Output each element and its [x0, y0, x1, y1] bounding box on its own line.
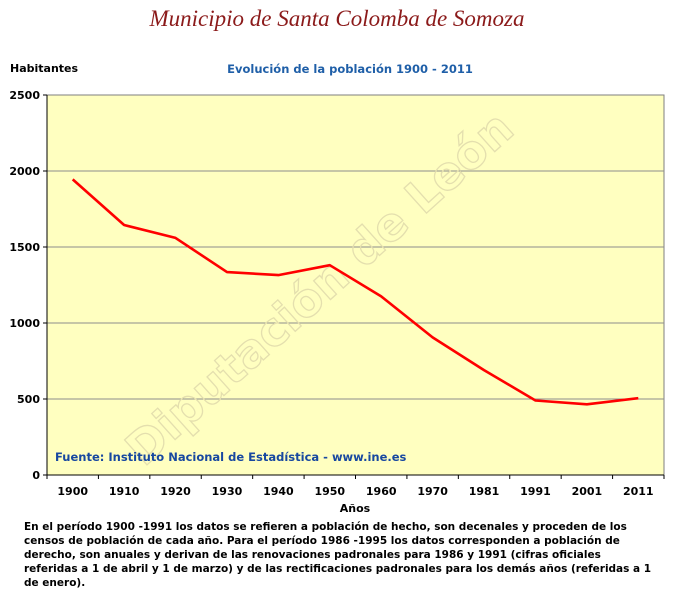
chart-title: Evolución de la población 1900 - 2011	[227, 62, 473, 76]
y-axis-title: Habitantes	[10, 62, 79, 75]
plot-area	[46, 94, 665, 476]
y-tick-label: 2000	[9, 165, 40, 178]
y-tick-label: 1000	[9, 317, 40, 330]
x-tick-label: 1940	[263, 485, 294, 498]
x-tick-label: 1991	[520, 485, 551, 498]
population-line	[71, 178, 639, 406]
x-tick-label: 1981	[469, 485, 500, 498]
y-tick-label: 2500	[9, 89, 40, 102]
x-tick-label: 1930	[212, 485, 243, 498]
footnote: En el período 1900 -1991 los datos se re…	[24, 521, 652, 589]
y-tick-labels: 0 500 1000 1500 2000 2500	[9, 89, 47, 482]
x-tick-label: 1900	[57, 485, 88, 498]
y-tick-label: 0	[32, 469, 40, 482]
x-tick-label: 2011	[623, 485, 654, 498]
source-annotation: Fuente: Instituto Nacional de Estadístic…	[55, 450, 407, 464]
population-chart: Diputación de León 05001000150020002500 …	[9, 89, 665, 515]
x-tick-label: 1920	[160, 485, 191, 498]
x-axis-title: Años	[340, 502, 371, 515]
page-title: Municipio de Santa Colomba de Somoza	[149, 6, 525, 31]
x-tick-labels: 1900 1910 1920 1930 1940 1950 1960 1970 1981 1991…	[46, 475, 665, 498]
y-tick-label: 500	[17, 393, 40, 406]
x-tick-label: 1950	[314, 485, 345, 498]
y-tick-label: 1500	[9, 241, 40, 254]
x-tick-label: 1910	[109, 485, 140, 498]
grid-lines	[47, 170, 664, 400]
x-tick-label: 2001	[572, 485, 603, 498]
x-tick-label: 1960	[366, 485, 397, 498]
x-tick-label: 1970	[417, 485, 448, 498]
